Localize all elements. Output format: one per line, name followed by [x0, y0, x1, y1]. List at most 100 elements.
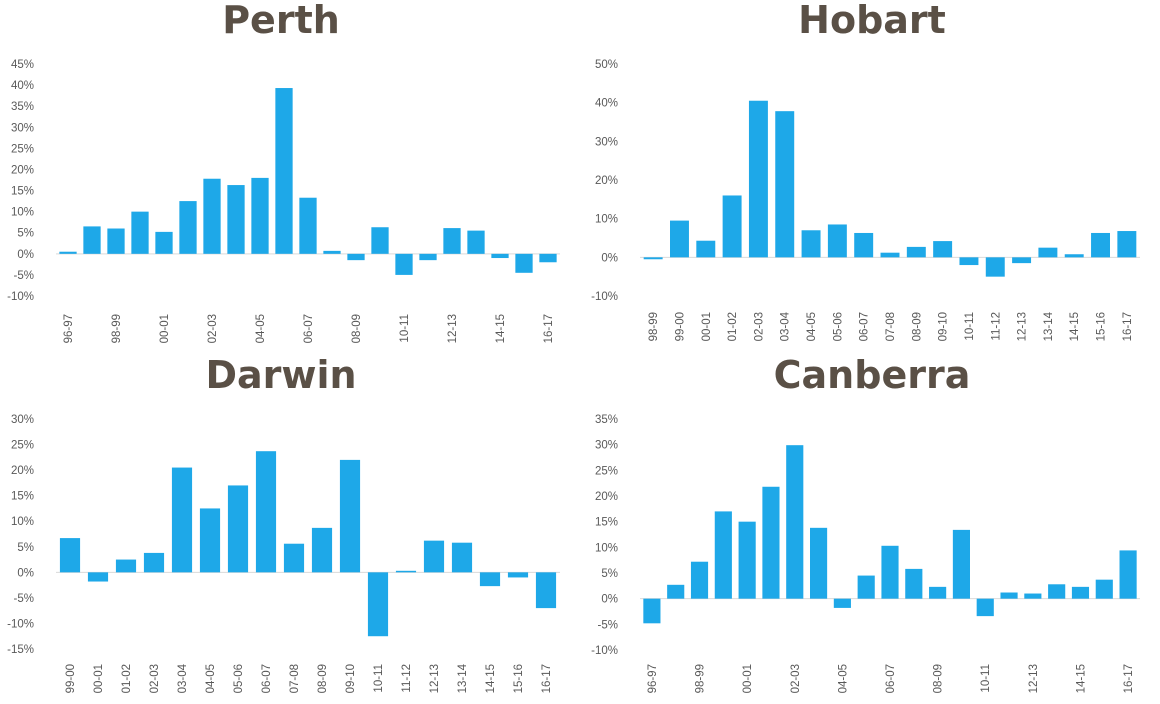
bar-darwin-12-13 [423, 540, 445, 573]
y-tick-label: 40% [595, 98, 618, 110]
bar-canberra-12-13 [1024, 593, 1042, 599]
y-tick-label: -10% [591, 645, 618, 657]
bar-perth-99-00 [131, 211, 149, 254]
bar-perth-98-99 [107, 228, 125, 254]
x-tick-label: 04-05 [205, 664, 217, 693]
y-tick-label: 10% [11, 207, 34, 219]
bar-perth-12-13 [443, 228, 461, 254]
bar-perth-16-17 [539, 253, 557, 263]
y-tick-label: 15% [11, 186, 34, 198]
bar-darwin-14-15 [479, 572, 501, 587]
y-tick-label: 40% [11, 80, 34, 92]
y-tick-label: -5% [598, 619, 618, 631]
bar-canberra-96-97 [643, 598, 661, 624]
y-tick-label: 30% [11, 122, 34, 134]
bar-canberra-15-16 [1095, 579, 1113, 599]
x-tick-label: 96-97 [647, 664, 659, 693]
bar-canberra-00-01 [738, 521, 756, 599]
bar-hobart-15-16 [1091, 232, 1110, 258]
y-tick-label: 35% [11, 101, 34, 113]
bar-canberra-05-06 [857, 575, 875, 599]
bar-darwin-13-14 [451, 542, 473, 573]
x-tick-label: 07-08 [289, 664, 301, 693]
y-tick-label: 10% [595, 542, 618, 554]
x-tick-label: 01-02 [727, 312, 739, 341]
bar-darwin-04-05 [199, 508, 221, 573]
x-tick-label: 00-01 [701, 312, 713, 341]
bar-hobart-07-08 [880, 252, 900, 258]
x-tick-label: 96-97 [63, 314, 75, 343]
bar-hobart-13-14 [1038, 247, 1058, 258]
bar-darwin-08-09 [311, 527, 333, 573]
bar-hobart-03-04 [775, 111, 795, 258]
bar-perth-09-10 [371, 227, 389, 254]
x-tick-label: 12-13 [1017, 312, 1029, 341]
bar-hobart-16-17 [1117, 231, 1137, 258]
y-tick-label: 0% [601, 252, 618, 264]
x-tick-label: 04-05 [837, 664, 849, 693]
y-tick-label: 0% [17, 567, 34, 579]
bar-perth-15-16 [515, 253, 533, 273]
bar-darwin-11-12 [395, 570, 417, 573]
bar-canberra-98-99 [690, 561, 709, 599]
y-tick-label: -10% [591, 291, 618, 303]
x-tick-label: 06-07 [303, 314, 315, 343]
bar-perth-06-07 [299, 197, 317, 254]
x-tick-label: 09-10 [938, 312, 950, 341]
x-tick-label: 15-16 [513, 664, 525, 693]
x-tick-label: 99-00 [674, 312, 686, 341]
bar-perth-07-08 [323, 250, 341, 254]
bar-canberra-13-14 [1048, 584, 1066, 599]
x-tick-label: 98-99 [648, 312, 660, 341]
bar-canberra-11-12 [1000, 592, 1018, 599]
bar-perth-14-15 [491, 253, 509, 259]
bar-hobart-10-11 [959, 257, 979, 266]
x-tick-label: 99-00 [65, 664, 77, 693]
bar-perth-97-98 [83, 226, 101, 254]
x-tick-label: 00-01 [159, 314, 171, 343]
x-tick-label: 05-06 [832, 312, 844, 341]
bar-canberra-07-08 [905, 568, 923, 599]
chart-title-canberra: Canberra [774, 353, 971, 397]
bar-hobart-09-10 [933, 241, 953, 258]
y-tick-label: 10% [595, 214, 618, 226]
bar-perth-05-06 [275, 88, 293, 254]
bar-darwin-07-08 [283, 543, 305, 573]
x-tick-label: 14-15 [1075, 664, 1087, 693]
bar-darwin-00-01 [87, 572, 109, 582]
y-tick-label: 0% [17, 249, 34, 261]
bar-darwin-09-10 [339, 459, 361, 573]
y-tick-label: 0% [601, 594, 618, 606]
y-tick-label: 30% [595, 136, 618, 148]
x-tick-label: 13-14 [1043, 311, 1055, 341]
bar-darwin-16-17 [535, 572, 557, 609]
x-tick-label: 14-15 [485, 664, 497, 693]
bar-canberra-10-11 [976, 598, 994, 617]
y-tick-label: -15% [7, 644, 34, 656]
y-tick-label: -10% [7, 291, 34, 303]
y-tick-label: -5% [14, 593, 34, 605]
x-tick-label: 02-03 [753, 312, 765, 341]
x-tick-label: 16-17 [1122, 312, 1134, 341]
x-tick-label: 08-09 [911, 312, 923, 341]
y-tick-label: 30% [11, 414, 34, 426]
bar-perth-03-04 [227, 185, 245, 254]
x-tick-label: 15-16 [1096, 312, 1108, 341]
bar-perth-00-01 [155, 231, 173, 254]
x-tick-label: 03-04 [780, 311, 792, 341]
x-tick-label: 05-06 [233, 664, 245, 693]
bar-hobart-00-01 [696, 240, 716, 258]
bar-hobart-02-03 [748, 100, 768, 258]
y-tick-label: -5% [14, 270, 34, 282]
x-tick-label: 04-05 [255, 314, 267, 343]
bar-perth-96-97 [59, 251, 77, 254]
x-tick-label: 14-15 [495, 314, 507, 343]
x-tick-label: 06-07 [261, 664, 273, 693]
chart-title-darwin: Darwin [205, 353, 356, 397]
y-tick-label: 25% [595, 465, 618, 477]
x-tick-label: 98-99 [111, 314, 123, 343]
chart-title-perth: Perth [222, 0, 340, 42]
bar-darwin-02-03 [143, 552, 165, 573]
bar-hobart-08-09 [906, 246, 926, 258]
